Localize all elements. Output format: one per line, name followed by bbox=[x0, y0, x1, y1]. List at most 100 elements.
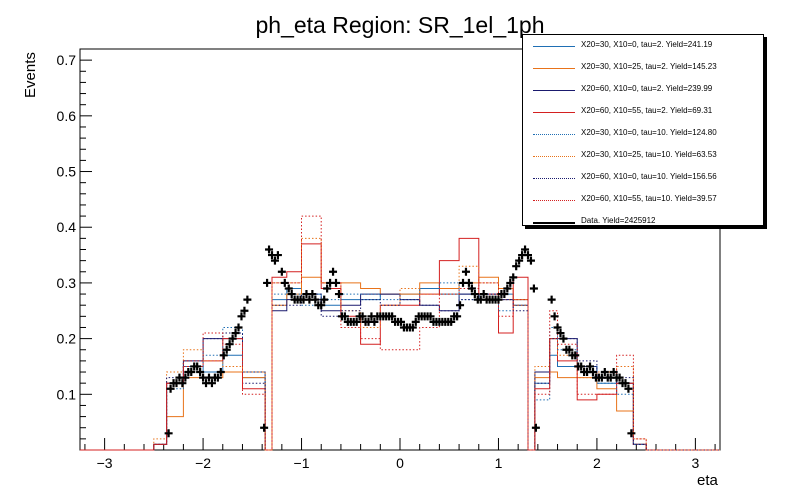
data-point bbox=[370, 317, 379, 326]
data-point bbox=[340, 312, 349, 321]
data-point bbox=[225, 340, 234, 349]
data-point bbox=[521, 245, 530, 254]
data-point bbox=[470, 290, 479, 299]
data-point bbox=[494, 295, 503, 304]
data-point bbox=[559, 334, 568, 343]
data-point bbox=[243, 295, 252, 304]
data-point bbox=[500, 290, 509, 299]
x-tick-label: 0 bbox=[396, 455, 404, 471]
data-point bbox=[240, 306, 249, 315]
data-point bbox=[447, 317, 456, 326]
y-tick-label: 0.1 bbox=[57, 386, 77, 402]
data-point bbox=[456, 301, 465, 310]
data-point bbox=[464, 278, 473, 287]
legend: X20=30, X10=0, tau=2. Yield=241.19 X20=30… bbox=[522, 34, 764, 226]
y-tick-label: 0.3 bbox=[57, 275, 77, 291]
data-point bbox=[311, 295, 320, 304]
data-point bbox=[556, 329, 565, 338]
data-point bbox=[320, 295, 329, 304]
x-tick-label: −1 bbox=[294, 455, 310, 471]
data-point bbox=[193, 362, 202, 371]
data-point bbox=[270, 256, 279, 265]
data-point bbox=[509, 273, 518, 282]
data-point bbox=[624, 384, 633, 393]
data-point bbox=[263, 278, 272, 287]
data-point bbox=[526, 256, 535, 265]
data-point bbox=[588, 368, 597, 377]
data-point bbox=[181, 373, 190, 382]
data-point bbox=[358, 312, 367, 321]
legend-label: X20=60, X10=0, tau=10. Yield=156.56 bbox=[581, 172, 717, 181]
legend-entry-6: X20=30, X10=25, tau=10. Yield=63.53 bbox=[523, 149, 763, 165]
legend-entry-3: X20=60, X10=0, tau=2. Yield=239.99 bbox=[523, 83, 763, 99]
data-point bbox=[329, 267, 338, 276]
data-point bbox=[196, 368, 205, 377]
y-tick-label: 0.4 bbox=[57, 219, 77, 235]
data-point bbox=[627, 429, 636, 438]
data-point bbox=[207, 379, 216, 388]
data-point bbox=[600, 368, 609, 377]
data-point bbox=[280, 278, 289, 287]
legend-entry-2: X20=30, X10=25, tau=2. Yield=145.23 bbox=[523, 61, 763, 77]
data-point bbox=[506, 278, 515, 287]
series-line-6 bbox=[80, 237, 720, 451]
legend-swatch bbox=[533, 90, 575, 91]
data-point bbox=[164, 429, 173, 438]
data-point bbox=[621, 379, 630, 388]
legend-label: X20=30, X10=0, tau=2. Yield=241.19 bbox=[581, 40, 713, 49]
legend-entry-4: X20=60, X10=55, tau=2. Yield=69.31 bbox=[523, 105, 763, 121]
y-tick-label: 0.2 bbox=[57, 331, 77, 347]
data-point bbox=[317, 301, 326, 310]
legend-entry-8: X20=60, X10=55, tau=10. Yield=39.57 bbox=[523, 193, 763, 209]
legend-label: X20=60, X10=0, tau=2. Yield=239.99 bbox=[581, 84, 713, 93]
x-tick-label: 1 bbox=[495, 455, 503, 471]
data-point bbox=[550, 312, 559, 321]
data-point bbox=[388, 312, 397, 321]
data-point bbox=[334, 290, 343, 299]
legend-label: X20=30, X10=25, tau=2. Yield=145.23 bbox=[581, 62, 717, 71]
data-point bbox=[277, 267, 286, 276]
data-point bbox=[308, 290, 317, 299]
data-point bbox=[467, 284, 476, 293]
legend-entry-5: X20=30, X10=0, tau=10. Yield=124.80 bbox=[523, 127, 763, 143]
x-tick-label: 2 bbox=[593, 455, 601, 471]
x-tick-label: −3 bbox=[97, 455, 113, 471]
data-point bbox=[228, 334, 237, 343]
data-point bbox=[332, 278, 340, 287]
legend-swatch bbox=[533, 46, 575, 47]
data-point bbox=[426, 312, 435, 321]
legend-swatch bbox=[533, 156, 575, 157]
legend-swatch bbox=[533, 112, 575, 113]
series-line-5 bbox=[80, 282, 720, 451]
data-point bbox=[231, 329, 240, 338]
data-point bbox=[166, 384, 175, 393]
legend-entry-9: Data. Yield=2425912 bbox=[523, 215, 763, 231]
legend-swatch bbox=[533, 200, 575, 201]
data-point bbox=[411, 317, 420, 326]
data-point bbox=[615, 373, 624, 382]
data-point bbox=[408, 323, 417, 332]
data-point bbox=[222, 345, 231, 354]
data-point bbox=[219, 351, 228, 360]
data-point bbox=[553, 323, 562, 332]
data-point bbox=[609, 368, 618, 377]
data-point bbox=[273, 251, 282, 260]
data-point bbox=[216, 368, 225, 377]
x-tick-label: 3 bbox=[691, 455, 699, 471]
data-point bbox=[479, 290, 488, 299]
data-point bbox=[352, 317, 361, 326]
y-tick-label: 0.7 bbox=[57, 52, 77, 68]
y-tick-label: 0.6 bbox=[57, 108, 77, 124]
data-point bbox=[234, 323, 243, 332]
data-point bbox=[260, 423, 269, 432]
legend-label: Data. Yield=2425912 bbox=[581, 216, 656, 225]
chart-title: ph_eta Region: SR_1el_1ph bbox=[255, 12, 545, 38]
x-tick-label: −2 bbox=[195, 455, 211, 471]
data-point bbox=[515, 256, 524, 265]
legend-label: X20=30, X10=25, tau=10. Yield=63.53 bbox=[581, 150, 717, 159]
legend-swatch bbox=[533, 68, 575, 69]
data-point bbox=[586, 362, 595, 371]
data-point bbox=[178, 379, 187, 388]
legend-entry-7: X20=60, X10=0, tau=10. Yield=156.56 bbox=[523, 171, 763, 187]
